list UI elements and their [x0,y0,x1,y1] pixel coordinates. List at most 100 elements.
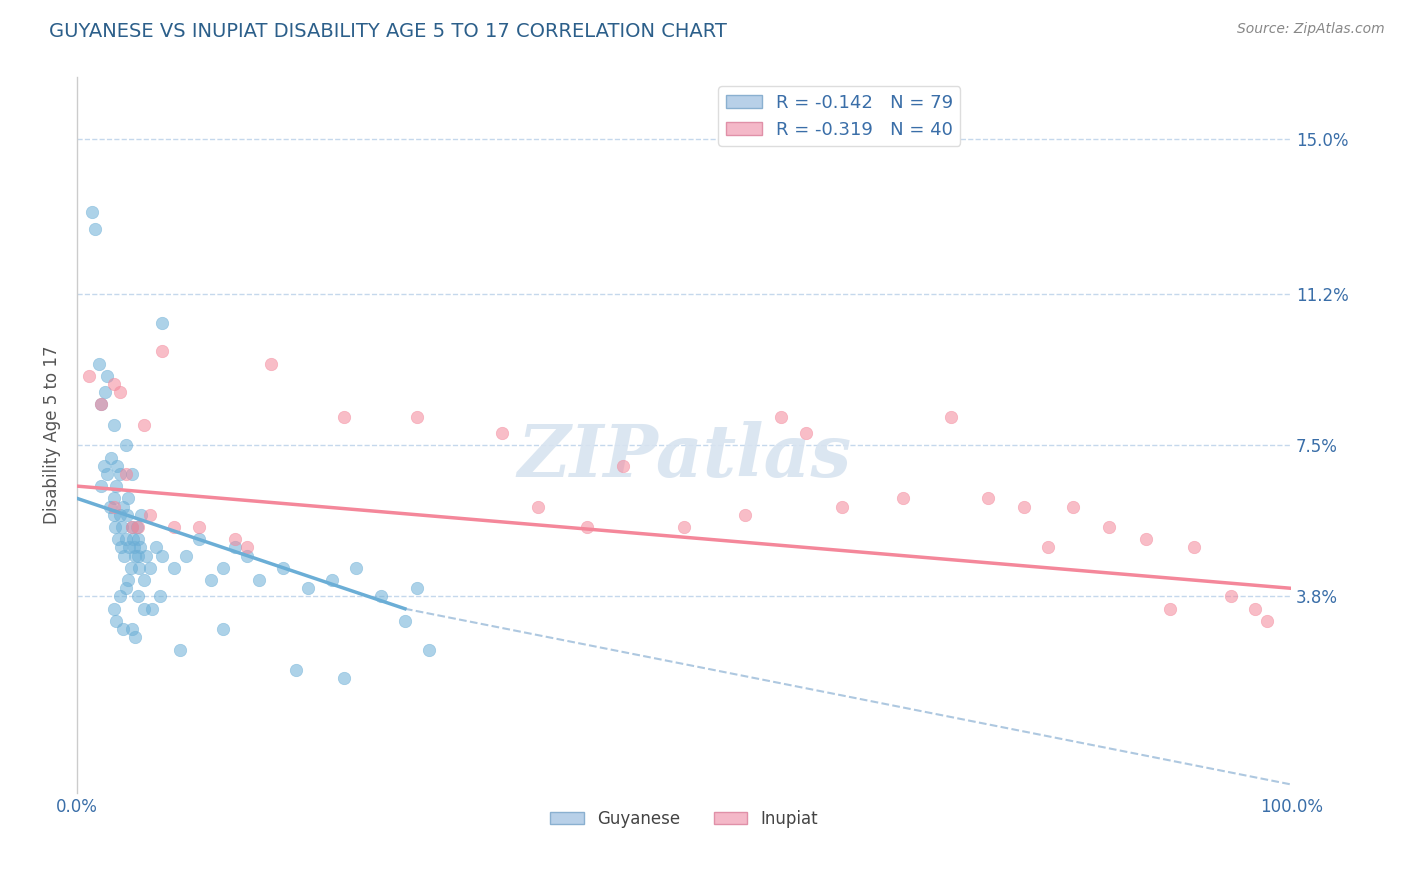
Point [211,622,233,636]
Point [1038,541,1060,555]
Point [121,520,143,534]
Point [114,549,136,563]
Point [125,520,148,534]
Legend: Guyanese, Inupiat: Guyanese, Inupiat [544,803,824,834]
Point [145,541,167,555]
Point [129,541,152,555]
Point [236,541,259,555]
Point [1098,520,1121,534]
Point [114,582,136,596]
Point [108,508,131,522]
Point [612,458,634,473]
Point [139,508,162,522]
Point [90,397,112,411]
Point [96,368,118,383]
Text: ZIPatlas: ZIPatlas [517,421,851,492]
Point [734,508,756,522]
Point [527,500,550,514]
Point [1062,500,1084,514]
Point [224,533,246,547]
Point [107,533,129,547]
Point [103,417,125,432]
Point [103,508,125,522]
Point [111,520,134,534]
Point [673,520,696,534]
Point [121,520,143,534]
Point [576,520,599,534]
Point [122,533,145,547]
Point [93,458,115,473]
Point [770,409,793,424]
Point [163,561,186,575]
Text: Source: ZipAtlas.com: Source: ZipAtlas.com [1237,22,1385,37]
Point [127,533,149,547]
Point [224,541,246,555]
Point [406,582,429,596]
Point [120,561,142,575]
Point [163,520,186,534]
Point [176,549,198,563]
Point [236,549,259,563]
Point [344,561,367,575]
Point [104,479,127,493]
Point [333,409,356,424]
Point [1012,500,1035,514]
Point [105,458,128,473]
Point [1159,601,1181,615]
Point [941,409,963,424]
Point [1219,590,1241,604]
Point [127,590,149,604]
Point [128,561,150,575]
Point [891,491,914,506]
Point [114,438,136,452]
Point [103,491,125,506]
Point [98,500,121,514]
Point [794,425,817,440]
Point [1243,601,1265,615]
Point [122,541,145,555]
Point [90,397,112,411]
Point [491,425,513,440]
Point [149,590,172,604]
Point [114,533,136,547]
Point [273,561,295,575]
Point [117,573,139,587]
Point [94,385,117,400]
Point [104,614,127,628]
Point [77,368,100,383]
Point [370,590,392,604]
Point [103,601,125,615]
Point [84,221,107,235]
Point [103,376,125,391]
Point [121,622,143,636]
Point [132,417,155,432]
Point [247,573,270,587]
Point [87,357,110,371]
Point [90,479,112,493]
Point [110,541,132,555]
Point [124,549,146,563]
Point [1256,614,1278,628]
Point [150,316,173,330]
Point [139,561,162,575]
Point [1135,533,1157,547]
Point [394,614,416,628]
Point [260,357,283,371]
Point [108,467,131,481]
Point [976,491,998,506]
Point [103,500,125,514]
Point [297,582,319,596]
Point [127,549,149,563]
Point [108,590,131,604]
Point [418,642,440,657]
Point [831,500,853,514]
Text: GUYANESE VS INUPIAT DISABILITY AGE 5 TO 17 CORRELATION CHART: GUYANESE VS INUPIAT DISABILITY AGE 5 TO … [49,22,727,41]
Point [118,541,141,555]
Point [141,601,163,615]
Point [124,631,146,645]
Point [150,344,173,359]
Point [135,549,157,563]
Point [333,671,356,685]
Point [104,520,127,534]
Point [112,622,135,636]
